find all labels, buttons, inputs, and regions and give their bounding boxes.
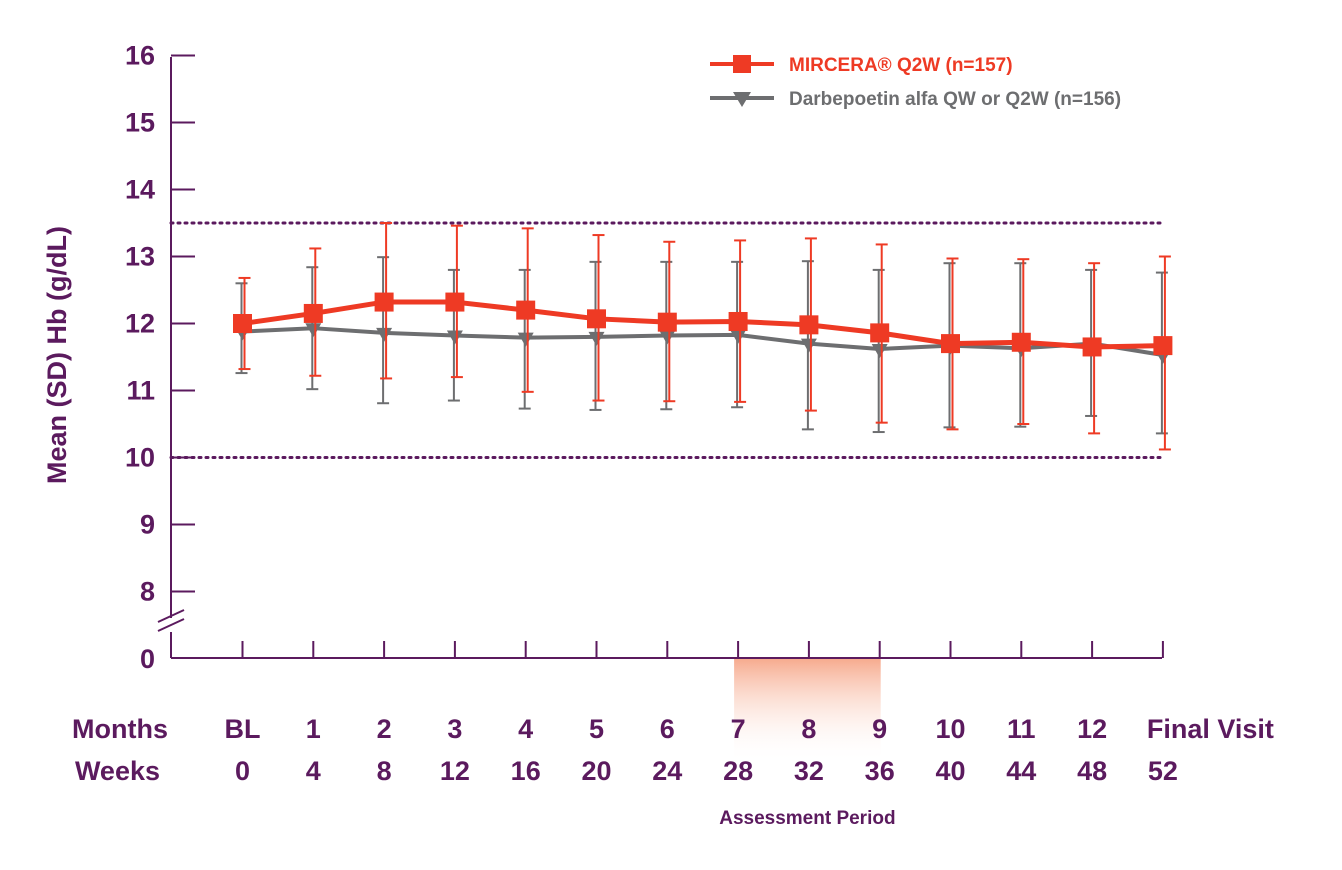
y-ticks: 16 15 14 13 12 11 10 9 8 0 [125,41,195,674]
data-point-darbepoetin [871,343,888,358]
month-label: 1 [306,714,321,744]
data-point-darbepoetin [305,323,322,338]
y-tick-label: 10 [125,443,155,473]
data-point-darbepoetin [517,332,534,347]
week-label: 16 [511,756,541,786]
week-label: 32 [794,756,824,786]
week-label: 20 [581,756,611,786]
week-label: 12 [440,756,470,786]
data-point-mircera [1153,336,1173,356]
legend-label-darbepoetin: Darbepoetin alfa QW or Q2W (n=156) [789,89,1121,110]
y-tick-label: 9 [140,510,155,540]
months-row-label: Months [72,714,168,744]
week-label: 4 [306,756,321,786]
y-tick-label: 14 [125,175,155,205]
week-label: 48 [1077,756,1107,786]
series-mircera [233,222,1173,451]
y-tick-label-zero: 0 [140,644,155,674]
data-point-mircera [303,303,323,323]
legend-item-mircera: MIRCERA® Q2W (n=157) [710,55,1013,76]
data-point-mircera [728,311,748,331]
month-labels: BL 1 2 3 4 5 6 7 8 9 10 11 12 Final Visit [225,714,1274,744]
legend-marker-square [733,55,751,73]
y-tick-label: 12 [125,309,155,339]
month-label: 6 [660,714,675,744]
data-point-mircera [799,315,819,335]
data-point-mircera [587,309,606,329]
weeks-row-label: Weeks [75,756,160,786]
y-tick-label: 15 [125,108,155,138]
data-point-mircera [941,334,960,354]
data-point-mircera [374,292,394,312]
y-tick-label: 8 [140,577,155,607]
week-label: 36 [865,756,895,786]
month-label: BL [225,714,261,744]
legend: MIRCERA® Q2W (n=157) Darbepoetin alfa QW… [710,55,1121,110]
axes [157,57,1162,659]
axis-break-mark-1 [157,609,185,623]
week-label: 28 [723,756,753,786]
month-label: 7 [731,714,746,744]
month-label: Final Visit [1147,714,1274,744]
y-axis-title: Mean (SD) Hb (g/dL) [42,226,72,484]
data-point-darbepoetin [376,327,393,342]
month-label: 9 [872,714,887,744]
month-label: 3 [447,714,462,744]
data-point-darbepoetin [730,329,747,344]
y-tick-label: 11 [126,376,155,406]
data-point-darbepoetin [800,338,817,353]
week-labels: 0 4 8 12 16 20 24 28 32 36 40 44 48 52 [235,756,1178,786]
week-label: 44 [1006,756,1036,786]
data-point-darbepoetin [446,330,463,345]
week-label: 52 [1148,756,1178,786]
line-darbepoetin [242,326,1164,357]
month-label: 12 [1077,714,1107,744]
data-point-mircera [233,314,252,333]
data-point-mircera [657,312,677,332]
week-label: 0 [235,756,250,786]
data-point-mircera [870,323,890,343]
month-label: 11 [1007,714,1036,744]
line-mircera [242,299,1163,350]
data-point-mircera [516,300,536,320]
legend-label-mircera: MIRCERA® Q2W (n=157) [789,55,1013,76]
month-label: 10 [935,714,965,744]
month-label: 8 [801,714,816,744]
week-label: 40 [935,756,965,786]
week-label: 8 [377,756,392,786]
week-label: 24 [652,756,682,786]
data-point-mircera [1082,337,1102,357]
reference-lines [169,221,1164,459]
y-tick-label: 13 [125,242,155,272]
series-layer [233,222,1173,451]
assessment-period-label: Assessment Period [719,808,895,829]
axis-break-mark-2 [157,618,185,632]
month-label: 2 [377,714,392,744]
data-point-darbepoetin [588,331,605,346]
x-ticks [241,641,1164,658]
legend-marker-triangle [733,92,751,107]
y-tick-label: 16 [125,41,155,71]
month-label: 5 [589,714,604,744]
data-point-mircera [1011,332,1031,352]
data-point-mircera [445,292,465,312]
month-label: 4 [518,714,533,744]
assessment-period-band [734,658,881,763]
data-point-darbepoetin [659,330,676,345]
legend-item-darbepoetin: Darbepoetin alfa QW or Q2W (n=156) [710,89,1121,110]
